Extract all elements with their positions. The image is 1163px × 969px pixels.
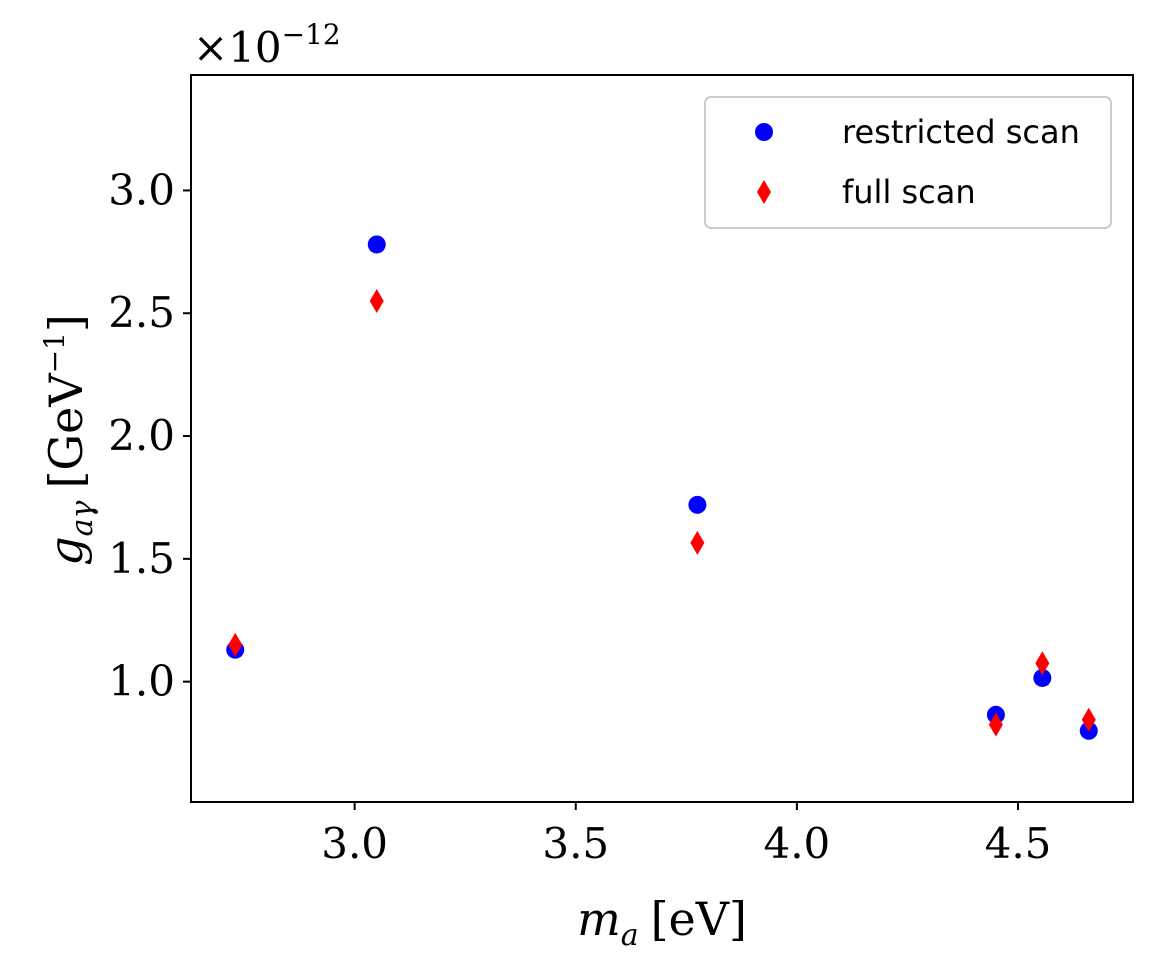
y-tick-label: 2.5 [108,288,175,337]
full-scan-point [228,632,243,657]
full-scan-point [369,288,384,313]
full-scan-point [690,530,705,555]
x-axis-label-subscript: a [621,918,639,953]
full-scan-point [988,712,1003,737]
legend-restricted-scan-marker [755,123,773,141]
offset-exponent: −12 [282,18,341,51]
x-tick-label: 4.5 [985,819,1052,868]
legend-restricted-scan-label: restricted scan [842,113,1080,151]
legend-full-scan-marker [757,180,771,204]
restricted-scan-point [1033,668,1052,687]
y-tick-label: 1.0 [108,657,175,706]
y-axis-offset-label: ×10−12 [193,18,341,72]
data-points [226,235,1098,740]
y-axis-label-unit-close: ] [39,314,93,332]
offset-base: ×10 [193,23,282,72]
x-tick-label: 3.0 [321,819,388,868]
legend-box [704,96,1112,229]
legend-full-scan-label: full scan [842,173,976,211]
x-axis-ticks: 3.0 3.5 4.0 4.5 [321,802,1051,868]
x-axis-label: ma [eV] [577,892,747,953]
full-scan-point [1035,651,1050,676]
y-axis-label-unit-exponent: −1 [38,332,71,373]
full-scan-point [1081,707,1096,732]
y-axis-label-variable: g [39,536,93,565]
y-axis-label-subscript: aγ [65,500,100,536]
y-tick-label: 1.5 [108,534,175,583]
restricted-scan-point [688,495,707,514]
y-tick-label: 2.0 [108,411,175,460]
y-axis-label: gaγ [GeV−1] [38,314,100,566]
x-axis-label-unit: [eV] [651,892,747,946]
x-tick-label: 3.5 [542,819,609,868]
legend: restricted scan full scan [704,96,1112,229]
x-axis-label-variable: m [577,892,621,946]
restricted-scan-point [367,235,386,254]
y-axis-ticks: 1.0 1.5 2.0 2.5 3.0 [108,165,191,706]
x-tick-label: 4.0 [763,819,830,868]
y-tick-label: 3.0 [108,165,175,214]
y-axis-label-unit: [GeV [39,373,93,489]
axes-frame [190,74,1134,803]
